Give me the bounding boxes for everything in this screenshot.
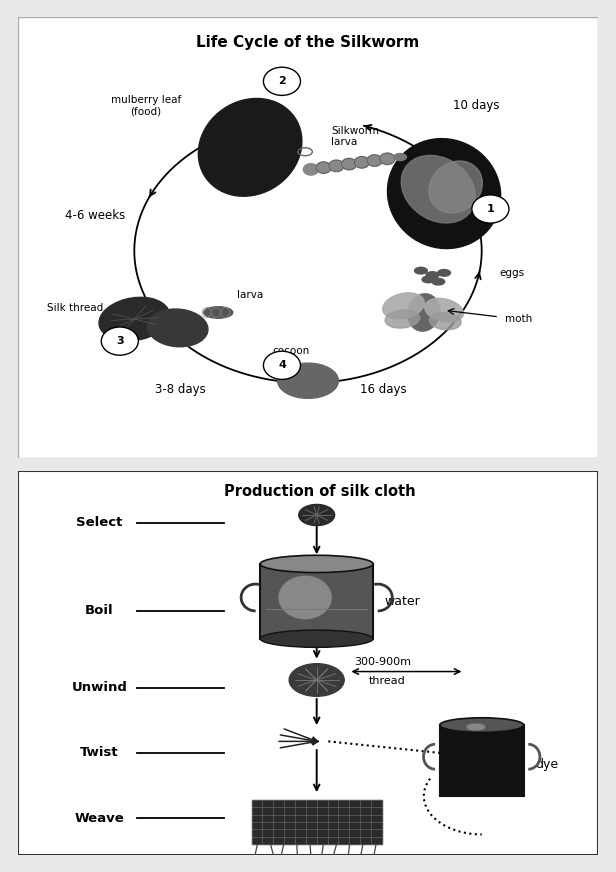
Ellipse shape (424, 298, 463, 322)
Text: larva: larva (237, 290, 263, 300)
Text: 10 days: 10 days (453, 99, 499, 112)
Ellipse shape (278, 363, 338, 399)
Text: Silk thread: Silk thread (47, 303, 103, 313)
Ellipse shape (401, 155, 476, 223)
Text: Silkworm
larva: Silkworm larva (331, 126, 379, 147)
Text: moth: moth (505, 314, 532, 324)
Text: 16 days: 16 days (360, 383, 407, 396)
FancyBboxPatch shape (440, 726, 524, 796)
Ellipse shape (260, 630, 373, 647)
Ellipse shape (204, 307, 233, 318)
Text: 4-6 weeks: 4-6 weeks (65, 209, 125, 222)
Text: 3-8 days: 3-8 days (155, 383, 206, 396)
Circle shape (264, 67, 301, 95)
Text: 3: 3 (116, 336, 124, 346)
Text: mulberry leaf
(food): mulberry leaf (food) (111, 95, 181, 116)
Text: Twist: Twist (80, 746, 119, 760)
Text: Life Cycle of the Silkworm: Life Cycle of the Silkworm (197, 35, 419, 50)
Text: thread: thread (369, 676, 405, 686)
Text: Production of silk cloth: Production of silk cloth (224, 484, 415, 500)
Text: Boil: Boil (85, 604, 114, 617)
Ellipse shape (383, 293, 424, 319)
Ellipse shape (468, 724, 485, 730)
Ellipse shape (299, 504, 334, 526)
Circle shape (380, 153, 395, 165)
Ellipse shape (429, 161, 482, 213)
Ellipse shape (289, 664, 344, 696)
Circle shape (264, 351, 301, 379)
Ellipse shape (99, 297, 169, 341)
Ellipse shape (432, 278, 445, 285)
Circle shape (472, 195, 509, 223)
Circle shape (367, 155, 382, 167)
Ellipse shape (426, 272, 439, 278)
Text: water: water (385, 595, 421, 608)
Circle shape (316, 162, 331, 174)
Ellipse shape (279, 576, 331, 618)
Text: 2: 2 (278, 76, 286, 86)
Circle shape (101, 327, 139, 355)
Text: 4: 4 (278, 360, 286, 371)
Text: dye: dye (535, 758, 558, 771)
FancyBboxPatch shape (260, 564, 373, 638)
Text: eggs: eggs (499, 268, 524, 278)
Ellipse shape (198, 99, 302, 196)
Ellipse shape (260, 555, 373, 573)
FancyBboxPatch shape (18, 17, 598, 458)
Text: 300-900m: 300-900m (354, 657, 411, 667)
FancyBboxPatch shape (251, 800, 382, 844)
Circle shape (303, 164, 318, 175)
Circle shape (354, 157, 370, 168)
Text: Weave: Weave (75, 812, 124, 825)
Ellipse shape (394, 153, 407, 160)
FancyBboxPatch shape (18, 471, 598, 855)
Text: Unwind: Unwind (71, 681, 128, 694)
Ellipse shape (408, 294, 440, 331)
Ellipse shape (429, 313, 461, 330)
Ellipse shape (385, 310, 419, 328)
Circle shape (329, 160, 344, 172)
Ellipse shape (440, 718, 524, 732)
Ellipse shape (438, 269, 450, 276)
Ellipse shape (415, 268, 428, 274)
Text: 1: 1 (487, 204, 494, 214)
Text: cocoon: cocoon (272, 345, 309, 356)
Text: Select: Select (76, 516, 123, 529)
Ellipse shape (422, 276, 435, 283)
Ellipse shape (387, 139, 501, 249)
Circle shape (342, 159, 357, 170)
Ellipse shape (147, 309, 208, 347)
